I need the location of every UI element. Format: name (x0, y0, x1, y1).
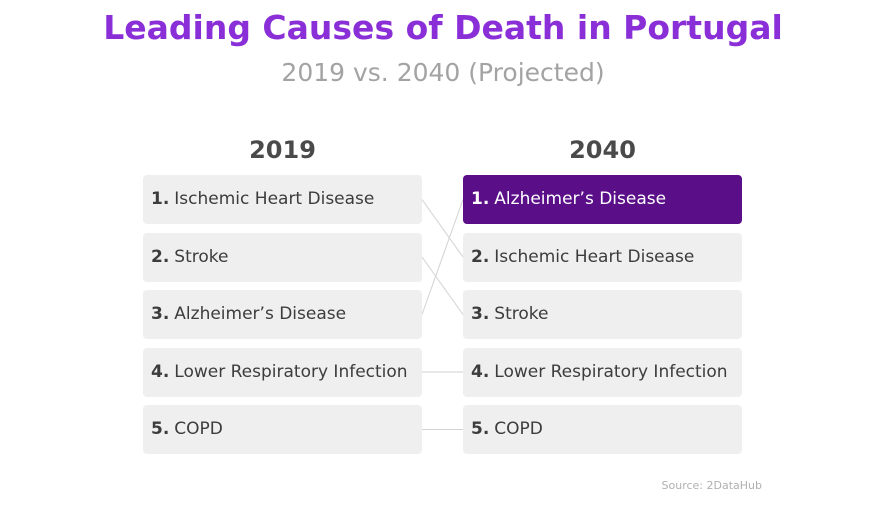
source: Source: 2DataHub (661, 479, 762, 492)
rank: 4. (151, 361, 170, 382)
cause-label: Lower Respiratory Infection (494, 361, 728, 382)
connector (421, 199, 464, 258)
cause-box: 3. Stroke (463, 290, 742, 339)
title: Leading Causes of Death in Portugal (103, 8, 783, 47)
rank: 1. (151, 189, 170, 209)
cause-label: COPD (494, 419, 543, 439)
connector (421, 256, 464, 315)
rank: 1. (471, 189, 490, 209)
cause-box: 2. Stroke (143, 232, 422, 282)
rank: 5. (471, 419, 490, 439)
cause-label: Alzheimer’s Disease (174, 304, 347, 324)
rank: 2. (151, 246, 170, 267)
cause-box: 4. Lower Respiratory Infection (143, 347, 422, 397)
rank: 3. (471, 304, 490, 324)
cause-label: Stroke (174, 246, 229, 267)
cause-label: Alzheimer’s Disease (494, 189, 667, 209)
cause-box: 4. Lower Respiratory Infection (463, 347, 742, 397)
cause-label: Lower Respiratory Infection (174, 361, 408, 382)
cause-box: 5. COPD (143, 405, 422, 454)
connector (421, 199, 464, 315)
rank: 5. (151, 419, 170, 439)
cause-box: 1. Alzheimer’s Disease (463, 175, 742, 224)
cause-box: 1. Ischemic Heart Disease (143, 175, 422, 224)
rank: 2. (471, 246, 490, 267)
cause-box: 5. COPD (463, 405, 742, 454)
cause-label: Ischemic Heart Disease (494, 246, 695, 267)
cause-label: Ischemic Heart Disease (174, 189, 375, 209)
cause-label: COPD (174, 419, 223, 439)
rank: 3. (151, 304, 170, 324)
cause-label: Stroke (494, 304, 549, 324)
column-heading: 2040 (569, 136, 636, 164)
cause-box: 2. Ischemic Heart Disease (463, 232, 742, 282)
cause-box: 3. Alzheimer’s Disease (143, 290, 422, 339)
rank: 4. (471, 361, 490, 382)
subtitle: 2019 vs. 2040 (Projected) (281, 58, 605, 87)
column-heading: 2019 (249, 136, 316, 164)
